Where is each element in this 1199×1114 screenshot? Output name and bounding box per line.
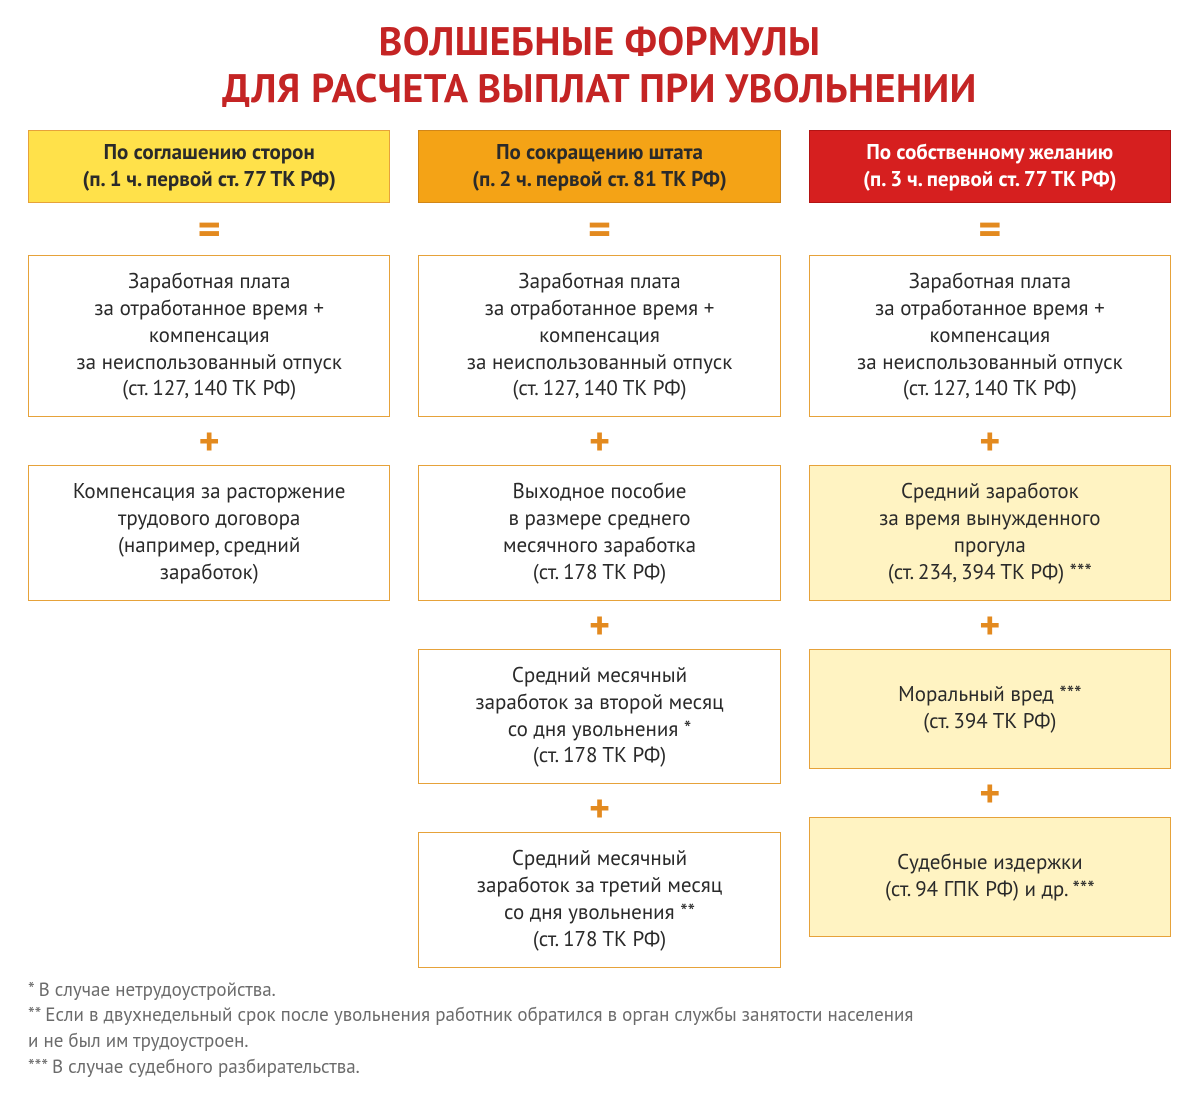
col-own-will-header: По собственному желанию(п. 3 ч. первой с… [809, 130, 1171, 203]
col-agreement: По соглашению сторон(п. 1 ч. первой ст. … [28, 130, 390, 967]
col-own-will-box-3: Судебные издержки (ст. 94 ГПК РФ) и др. … [809, 817, 1171, 937]
footnote-line-2: и не был им трудоустроен. [28, 1029, 1171, 1055]
col-agreement-header: По соглашению сторон(п. 1 ч. первой ст. … [28, 130, 390, 203]
col-reduction-box-2: Средний месячный заработок за второй мес… [418, 649, 780, 785]
header-line-2: (п. 2 ч. первой ст. 81 ТК РФ) [425, 166, 773, 192]
footnotes: * В случае нетрудоустройства.** Если в д… [28, 978, 1171, 1081]
col-reduction-header: По сокращению штата(п. 2 ч. первой ст. 8… [418, 130, 780, 203]
col-own-will-box-0: Заработная плата за отработанное время +… [809, 255, 1171, 417]
col-own-will: По собственному желанию(п. 3 ч. первой с… [809, 130, 1171, 967]
columns-row: По соглашению сторон(п. 1 ч. первой ст. … [28, 130, 1171, 967]
title-line-2: ДЛЯ РАСЧЕТА ВЫПЛАТ ПРИ УВОЛЬНЕНИИ [222, 62, 977, 114]
col-reduction-box-1: Выходное пособие в размере среднего меся… [418, 465, 780, 601]
page-title: ВОЛШЕБНЫЕ ФОРМУЛЫ ДЛЯ РАСЧЕТА ВЫПЛАТ ПРИ… [28, 18, 1171, 112]
equals-symbol: = [809, 207, 1171, 251]
header-line-2: (п. 1 ч. первой ст. 77 ТК РФ) [35, 166, 383, 192]
footnote-line-0: * В случае нетрудоустройства. [28, 978, 1171, 1004]
col-reduction: По сокращению штата(п. 2 ч. первой ст. 8… [418, 130, 780, 967]
col-own-will-box-1: Средний заработок за время вынужденного … [809, 465, 1171, 601]
col-agreement-box-1: Компенсация за расторжение трудового дог… [28, 465, 390, 601]
plus-symbol: + [418, 788, 780, 828]
header-line-1: По собственному желанию [866, 138, 1113, 165]
plus-symbol: + [809, 773, 1171, 813]
header-line-1: По сокращению штата [496, 138, 703, 165]
header-line-1: По соглашению сторон [104, 138, 315, 165]
header-line-2: (п. 3 ч. первой ст. 77 ТК РФ) [816, 166, 1164, 192]
plus-symbol: + [809, 605, 1171, 645]
plus-symbol: + [28, 421, 390, 461]
infographic-page: ВОЛШЕБНЫЕ ФОРМУЛЫ ДЛЯ РАСЧЕТА ВЫПЛАТ ПРИ… [0, 0, 1199, 1094]
plus-symbol: + [418, 421, 780, 461]
col-reduction-box-3: Средний месячный заработок за третий мес… [418, 832, 780, 968]
col-agreement-box-0: Заработная плата за отработанное время +… [28, 255, 390, 417]
title-line-1: ВОЛШЕБНЫЕ ФОРМУЛЫ [379, 15, 821, 67]
equals-symbol: = [28, 207, 390, 251]
col-reduction-box-0: Заработная плата за отработанное время +… [418, 255, 780, 417]
plus-symbol: + [418, 605, 780, 645]
col-own-will-box-2: Моральный вред *** (ст. 394 ТК РФ) [809, 649, 1171, 769]
plus-symbol: + [809, 421, 1171, 461]
footnote-line-3: *** В случае судебного разбирательства. [28, 1055, 1171, 1081]
equals-symbol: = [418, 207, 780, 251]
footnote-line-1: ** Если в двухнедельный срок после уволь… [28, 1003, 1171, 1029]
